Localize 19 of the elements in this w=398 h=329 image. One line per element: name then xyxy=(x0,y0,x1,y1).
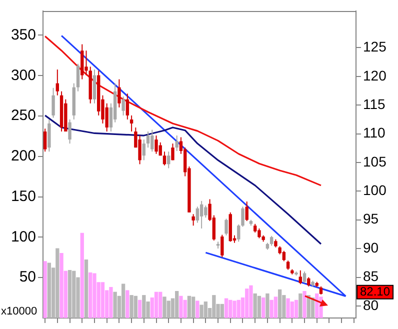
y-tick-label: 200 xyxy=(10,148,36,165)
y-tick-label: 350 xyxy=(10,26,36,44)
y2-tick-label: 120 xyxy=(363,67,387,84)
y2-tick-label: 95 xyxy=(363,210,379,227)
y2-tick-label: 100 xyxy=(363,182,387,198)
y2-tick-label: 115 xyxy=(363,96,386,112)
y-tick-label: 300 xyxy=(10,66,36,84)
text: 82.10 xyxy=(360,284,390,299)
y-tick-label: 100 xyxy=(10,228,36,246)
y2-tick-label: 80 xyxy=(363,296,379,313)
y2-tick-label: 105 xyxy=(363,153,387,170)
text: x10000 xyxy=(1,306,38,318)
y2-tick-label: 110 xyxy=(363,124,386,141)
y-tick-label: 150 xyxy=(10,188,36,205)
y2-tick-label: 125 xyxy=(363,38,387,55)
y-tick-label: 250 xyxy=(10,107,36,124)
y2-tick-label: 85 xyxy=(363,268,379,284)
y-tick-label: 50 xyxy=(19,268,36,286)
y2-tick-label: 90 xyxy=(363,239,379,256)
